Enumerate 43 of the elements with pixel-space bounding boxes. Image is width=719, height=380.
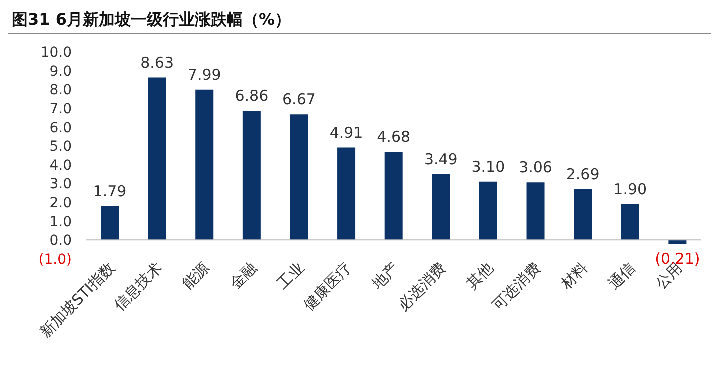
y-tick-label: 10.0 [40,45,72,61]
y-tick-label: 9.0 [50,64,72,80]
x-tick-label: 工业 [274,259,308,294]
bar [526,182,545,240]
bar [101,206,119,240]
bar [290,114,308,240]
data-label: 7.99 [188,66,222,84]
y-tick-label: 1.0 [50,214,72,230]
x-tick-label: 金融 [226,259,260,294]
y-tick-label: 7.0 [50,101,72,118]
data-label: 6.86 [235,87,269,106]
y-tick-label: 5.0 [50,139,72,156]
data-label: 8.63 [140,54,174,72]
data-label: 3.06 [519,158,552,177]
data-label: 1.90 [614,180,648,198]
data-label: 1.79 [93,182,127,200]
bar [242,111,261,240]
bar [196,90,214,240]
data-label: 4.68 [377,128,411,146]
bar [338,148,356,240]
x-tick-label: 通信 [604,259,639,294]
data-label: 3.49 [424,150,458,169]
bar [621,204,640,240]
y-tick-label: 8.0 [50,82,72,99]
y-tick-label: 0.0 [50,233,72,250]
y-tick-label: 6.0 [50,120,72,136]
bar [574,190,592,240]
bar [479,182,498,240]
bar [148,78,166,240]
data-label: 4.91 [330,124,364,142]
chart-title: 图31 6月新加坡一级行业涨跌幅（%） [8,8,711,34]
x-tick-label: 材料 [556,259,592,294]
bar [384,152,403,240]
y-tick-label: 4.0 [50,158,72,174]
data-label: 2.69 [566,166,600,184]
data-label: 3.10 [472,158,506,176]
data-label: 6.67 [282,90,316,109]
y-tick-label: 3.0 [50,176,72,193]
bar [432,174,450,240]
y-tick-label: (1.0) [38,252,72,268]
x-tick-label: 其他 [463,259,497,294]
x-tick-label: 能源 [179,259,214,294]
y-tick-label: 2.0 [50,196,72,212]
